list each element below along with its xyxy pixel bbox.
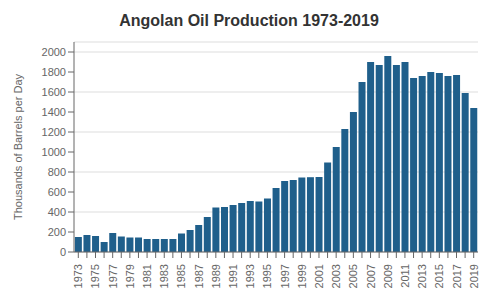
svg-text:1977: 1977 xyxy=(107,264,119,288)
svg-text:1995: 1995 xyxy=(261,264,273,288)
svg-text:2013: 2013 xyxy=(416,264,428,288)
html-text:Angolan Oil Production 1973-20: Angolan Oil Production 1973-2019 xyxy=(119,12,379,29)
svg-text:1981: 1981 xyxy=(141,264,153,288)
svg-text:600: 600 xyxy=(48,186,66,198)
svg-text:200: 200 xyxy=(48,226,66,238)
svg-text:2001: 2001 xyxy=(313,264,325,288)
svg-text:1600: 1600 xyxy=(42,86,66,98)
svg-text:2009: 2009 xyxy=(382,264,394,288)
svg-text:1997: 1997 xyxy=(279,264,291,288)
svg-text:1999: 1999 xyxy=(296,264,308,288)
svg-text:1993: 1993 xyxy=(244,264,256,288)
svg-text:1400: 1400 xyxy=(42,106,66,118)
svg-text:2011: 2011 xyxy=(399,264,411,288)
svg-text:400: 400 xyxy=(48,206,66,218)
svg-text:2007: 2007 xyxy=(365,264,377,288)
svg-text:2015: 2015 xyxy=(433,264,445,288)
svg-text:2000: 2000 xyxy=(42,46,66,58)
svg-text:2003: 2003 xyxy=(330,264,342,288)
svg-text:0: 0 xyxy=(60,246,66,258)
svg-text:1975: 1975 xyxy=(89,264,101,288)
svg-text:2019: 2019 xyxy=(468,264,480,288)
svg-text:1200: 1200 xyxy=(42,126,66,138)
svg-text:1989: 1989 xyxy=(210,264,222,288)
svg-text:1983: 1983 xyxy=(158,264,170,288)
svg-text:1985: 1985 xyxy=(175,264,187,288)
svg-text:1000: 1000 xyxy=(42,146,66,158)
svg-text:1800: 1800 xyxy=(42,66,66,78)
svg-text:2005: 2005 xyxy=(347,264,359,288)
svg-text:Thousands of Barrels per Day: Thousands of Barrels per Day xyxy=(12,73,24,220)
svg-text:800: 800 xyxy=(48,166,66,178)
svg-text:1979: 1979 xyxy=(124,264,136,288)
svg-text:2017: 2017 xyxy=(451,264,463,288)
svg-text:1987: 1987 xyxy=(193,264,205,288)
svg-text:1973: 1973 xyxy=(72,264,84,288)
svg-text:1991: 1991 xyxy=(227,264,239,288)
